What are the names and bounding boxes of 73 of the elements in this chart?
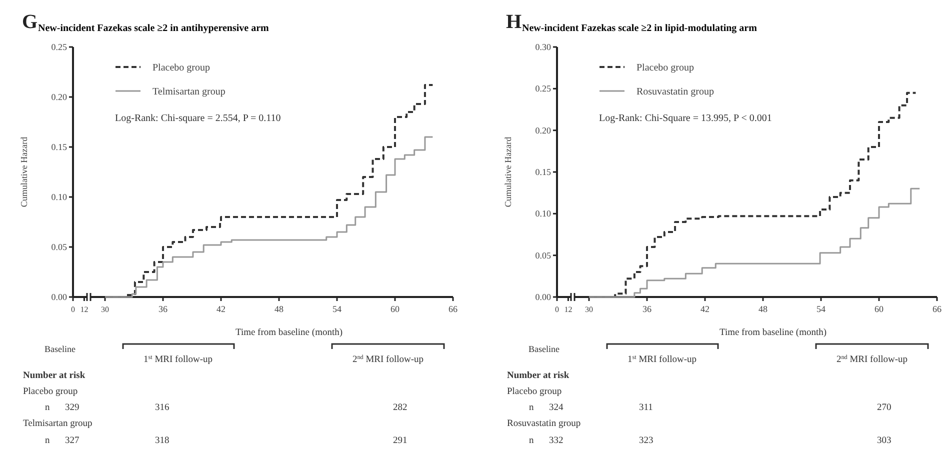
text: n (45, 403, 50, 413)
text: 327 (65, 436, 80, 446)
text: New-incident Fazekas scale ≥2 in antihyperensive arm (38, 23, 270, 34)
text: n (45, 436, 50, 446)
x-tick-label: 66 (448, 304, 458, 314)
legend-label: Placebo group (636, 62, 694, 74)
x-tick-label: 0 (555, 305, 559, 314)
text: G (22, 11, 38, 33)
y-tick-label: 0.00 (535, 292, 552, 302)
text: Placebo group (507, 387, 562, 397)
text: 318 (155, 436, 170, 446)
text: 323 (639, 436, 654, 446)
text: 1$^{st}$ MRI follow-up (143, 355, 213, 365)
text: 332 (549, 436, 564, 446)
x-tick-label: 12 (80, 305, 88, 314)
y-tick-label: 0.20 (51, 92, 68, 102)
x-tick-label: 66 (932, 304, 942, 314)
legend-label: Rosuvastatin group (636, 86, 714, 98)
y-tick-label: 0.10 (535, 208, 552, 219)
annotation: Log-Rank: Chi-square = 2.554, P = 0.110 (115, 113, 281, 124)
text: 311 (639, 403, 654, 413)
text: Baseline (44, 344, 76, 354)
text: 291 (393, 436, 408, 446)
text: 282 (393, 403, 408, 413)
text: n (529, 436, 534, 446)
y-tick-label: 0.25 (51, 42, 68, 52)
y-axis-title: Cumulative Hazard (19, 136, 29, 208)
text: 324 (549, 403, 564, 413)
x-tick-label: 48 (758, 304, 768, 314)
x-tick-label: 30 (101, 305, 109, 314)
x-tick-label: 54 (332, 304, 342, 314)
x-tick-label: 0 (71, 305, 75, 314)
x-tick-label: 36 (158, 304, 168, 314)
text: New-incident Fazekas scale ≥2 in lipid-modulating arm (522, 23, 758, 34)
y-tick-label: 0.25 (535, 84, 552, 94)
x-tick-label: 60 (390, 304, 400, 314)
y-axis-title: Cumulative Hazard (503, 136, 513, 208)
x-axis-title: Time from baseline (month) (719, 328, 827, 338)
x-tick-label: 60 (874, 304, 884, 314)
y-tick-label: 0.15 (535, 166, 552, 177)
text: 2$^{nd}$ MRI follow-up (836, 354, 908, 365)
x-tick-label: 36 (642, 304, 652, 314)
text: Telmisartan group (23, 419, 92, 429)
text: H (506, 11, 522, 33)
x-tick-label: 12 (564, 305, 572, 314)
text: 303 (877, 436, 892, 446)
text: 329 (65, 403, 80, 413)
x-tick-label: 48 (274, 304, 284, 314)
text: n (529, 403, 534, 413)
y-tick-label: 0.00 (51, 292, 68, 302)
annotation: Log-Rank: Chi-Square = 13.995, P < 0.001 (599, 113, 772, 124)
text: 2$^{nd}$ MRI follow-up (352, 354, 424, 365)
y-tick-label: 0.05 (51, 242, 68, 252)
y-tick-label: 0.15 (51, 142, 68, 152)
text: Number at risk (507, 371, 570, 381)
y-tick-label: 0.20 (535, 125, 552, 136)
x-tick-label: 54 (816, 304, 826, 314)
x-axis-title: Time from baseline (month) (235, 328, 343, 338)
legend-label: Telmisartan group (152, 86, 226, 98)
y-tick-label: 0.10 (51, 192, 68, 202)
text: Number at risk (23, 371, 86, 381)
text: 316 (155, 403, 170, 413)
text: Rosuvastatin group (507, 419, 581, 429)
x-tick-label: 30 (585, 305, 593, 314)
text: Placebo group (23, 387, 78, 397)
text: 1$^{st}$ MRI follow-up (627, 355, 697, 365)
legend-label: Placebo group (152, 62, 210, 74)
x-tick-label: 42 (700, 304, 710, 314)
y-tick-label: 0.30 (535, 42, 552, 52)
x-tick-label: 42 (216, 304, 226, 314)
text: 270 (877, 403, 892, 413)
text: Baseline (528, 344, 560, 354)
y-tick-label: 0.05 (535, 250, 552, 260)
